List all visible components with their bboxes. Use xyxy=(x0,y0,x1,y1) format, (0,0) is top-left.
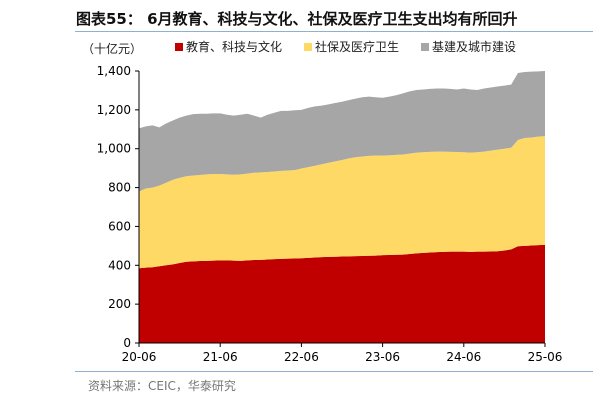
x-tick-label: 20-06 xyxy=(122,350,157,364)
legend-item: 教育、科技与文化 xyxy=(175,38,282,55)
x-tick-label: 24-06 xyxy=(446,350,481,364)
x-tick-label: 22-06 xyxy=(284,350,319,364)
x-tick-label: 23-06 xyxy=(365,350,400,364)
area-series-1 xyxy=(139,244,545,343)
x-tick-label: 21-06 xyxy=(203,350,238,364)
chart-title: 图表55： 6月教育、科技与文化、社保及医疗卫生支出均有所回升 xyxy=(76,10,518,28)
legend-swatch xyxy=(175,42,183,51)
source-note: 资料来源：CEIC，华泰研究 xyxy=(88,379,236,393)
legend-swatch xyxy=(421,42,430,51)
y-tick-label: 0 xyxy=(123,336,131,350)
area-series-3 xyxy=(139,71,545,192)
y-tick-label: 200 xyxy=(108,297,131,311)
y-tick-label: 800 xyxy=(108,181,131,195)
x-tick-label: 25-06 xyxy=(528,350,563,364)
legend: 教育、科技与文化 社保及医疗卫生 基建及城市建设 xyxy=(175,38,516,55)
legend-label: 基建及城市建设 xyxy=(432,40,517,54)
legend-item: 基建及城市建设 xyxy=(421,38,516,55)
legend-label: 教育、科技与文化 xyxy=(186,40,283,54)
legend-item: 社保及医疗卫生 xyxy=(304,38,399,55)
area-series-2 xyxy=(139,136,545,269)
legend-label: 社保及医疗卫生 xyxy=(315,40,400,54)
y-tick-label: 400 xyxy=(108,258,131,272)
y-tick-label: 1,000 xyxy=(97,142,131,156)
y-tick-label: 1,400 xyxy=(97,64,131,78)
y-unit-label: （十亿元） xyxy=(82,42,143,56)
title-divider xyxy=(75,31,593,32)
y-tick-label: 1,200 xyxy=(97,103,131,117)
y-tick-label: 600 xyxy=(108,219,131,233)
footer-divider xyxy=(75,371,593,372)
legend-swatch xyxy=(304,42,313,51)
